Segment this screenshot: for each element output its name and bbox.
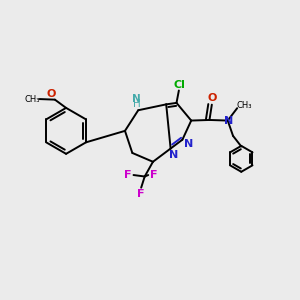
Text: O: O [208, 93, 217, 103]
Text: H: H [133, 99, 141, 109]
Text: N: N [169, 150, 178, 160]
Text: F: F [137, 189, 145, 199]
Text: Cl: Cl [173, 80, 185, 90]
Text: N: N [132, 94, 141, 104]
Text: F: F [150, 170, 157, 180]
Text: N: N [184, 139, 194, 149]
Text: O: O [47, 89, 56, 99]
Text: N: N [224, 116, 233, 126]
Text: CH₃: CH₃ [25, 94, 40, 103]
Text: CH₃: CH₃ [237, 101, 252, 110]
Text: F: F [124, 170, 132, 180]
